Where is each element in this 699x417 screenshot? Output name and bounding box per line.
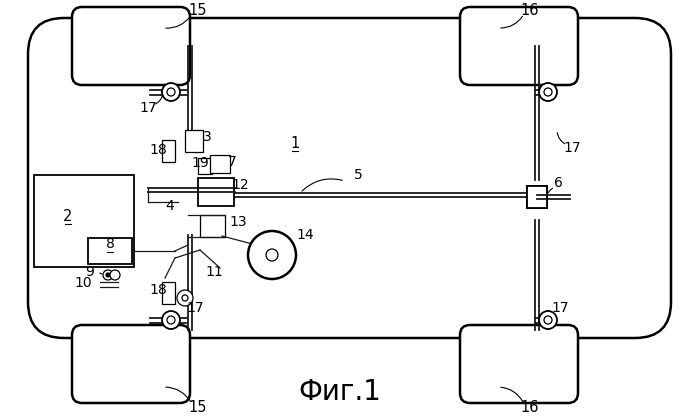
Bar: [162, 140, 175, 162]
FancyBboxPatch shape: [28, 18, 671, 338]
Circle shape: [544, 316, 552, 324]
Text: 18: 18: [149, 143, 167, 157]
Text: Фиг.1: Фиг.1: [298, 378, 382, 406]
Text: 16: 16: [521, 400, 539, 415]
FancyBboxPatch shape: [72, 7, 190, 85]
Text: 4: 4: [166, 199, 174, 213]
Text: 17: 17: [563, 141, 581, 155]
Circle shape: [110, 270, 120, 280]
Circle shape: [162, 83, 180, 101]
Text: 12: 12: [231, 178, 249, 192]
Circle shape: [177, 290, 193, 306]
Text: 13: 13: [229, 215, 247, 229]
Bar: [198, 158, 212, 174]
Text: 15: 15: [189, 400, 207, 415]
Bar: [34, 175, 134, 267]
Bar: [200, 215, 225, 237]
Bar: [210, 155, 230, 173]
Text: 18: 18: [149, 283, 167, 297]
Bar: [198, 178, 234, 206]
Circle shape: [182, 295, 188, 301]
Text: 9: 9: [85, 265, 94, 279]
Circle shape: [162, 311, 180, 329]
Bar: [527, 186, 547, 208]
Circle shape: [266, 249, 278, 261]
Text: 3: 3: [203, 130, 211, 144]
Bar: [185, 130, 203, 152]
FancyBboxPatch shape: [72, 325, 190, 403]
Bar: [527, 186, 547, 208]
Circle shape: [248, 231, 296, 279]
Circle shape: [167, 316, 175, 324]
FancyBboxPatch shape: [460, 325, 578, 403]
Text: 2: 2: [64, 208, 73, 224]
Text: 7: 7: [228, 155, 236, 169]
Circle shape: [106, 273, 110, 277]
Circle shape: [167, 88, 175, 96]
Text: 19: 19: [191, 156, 209, 170]
Bar: [88, 238, 132, 264]
Text: 14: 14: [296, 228, 314, 242]
FancyBboxPatch shape: [460, 7, 578, 85]
Text: 10: 10: [74, 276, 92, 290]
Text: 17: 17: [139, 101, 157, 115]
Circle shape: [539, 311, 557, 329]
Text: 15: 15: [189, 3, 207, 18]
Circle shape: [544, 88, 552, 96]
Text: 6: 6: [554, 176, 563, 190]
Text: 11: 11: [205, 265, 223, 279]
Text: 5: 5: [354, 168, 362, 182]
Circle shape: [539, 83, 557, 101]
Text: 1: 1: [290, 136, 300, 151]
Text: 8: 8: [106, 237, 115, 251]
Bar: [162, 282, 175, 304]
Text: 17: 17: [552, 301, 569, 315]
Circle shape: [103, 270, 113, 280]
Text: 17: 17: [186, 301, 204, 315]
Text: 16: 16: [521, 3, 539, 18]
